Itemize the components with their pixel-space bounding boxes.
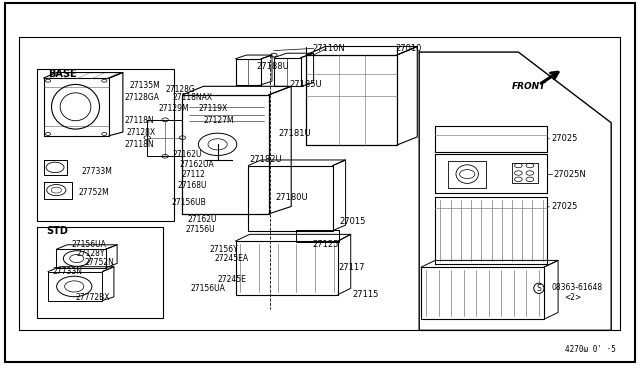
Text: 27110N: 27110N <box>312 44 345 53</box>
Text: 27182U: 27182U <box>250 155 282 164</box>
Text: 27156UA: 27156UA <box>191 284 225 293</box>
Text: 27125: 27125 <box>312 240 339 249</box>
Text: 27185U: 27185U <box>289 80 322 89</box>
Text: 27156U: 27156U <box>186 225 215 234</box>
Text: 27025: 27025 <box>552 134 578 143</box>
Text: 27245E: 27245E <box>218 275 246 283</box>
Text: 27118N: 27118N <box>125 140 154 149</box>
Bar <box>37 69 174 221</box>
Text: 27752N: 27752N <box>84 258 115 267</box>
Text: 27245EA: 27245EA <box>214 254 248 263</box>
Text: 27119X: 27119X <box>198 104 228 113</box>
Text: 27128X: 27128X <box>127 128 156 137</box>
Text: 27733M: 27733M <box>82 167 113 176</box>
Text: 27112: 27112 <box>181 170 205 179</box>
Text: 27733N: 27733N <box>52 267 83 276</box>
Text: 27181U: 27181U <box>278 129 311 138</box>
Text: 27162U: 27162U <box>173 150 202 159</box>
Text: 08363-61648: 08363-61648 <box>552 283 603 292</box>
Text: 4270ω 0' ·5: 4270ω 0' ·5 <box>565 345 616 354</box>
Text: 27010: 27010 <box>396 44 422 53</box>
Text: 27115: 27115 <box>352 290 378 299</box>
Text: 27127M: 27127M <box>204 116 234 125</box>
Text: 27025N: 27025N <box>554 170 586 179</box>
Text: 27156Y: 27156Y <box>210 245 239 254</box>
Bar <box>19 37 620 330</box>
Text: 27168U: 27168U <box>178 181 207 190</box>
Text: 27156UB: 27156UB <box>172 198 206 207</box>
Text: <2>: <2> <box>564 293 582 302</box>
Text: 27015: 27015 <box>339 217 365 226</box>
Text: 27156UA: 27156UA <box>72 240 106 249</box>
Text: 27117: 27117 <box>338 263 364 272</box>
Text: BASE: BASE <box>48 69 77 78</box>
Text: 27118N: 27118N <box>125 116 154 125</box>
Text: S: S <box>536 284 541 293</box>
Text: FRONT: FRONT <box>512 82 547 91</box>
Text: 27180U: 27180U <box>275 193 308 202</box>
Text: 27129M: 27129M <box>159 104 189 113</box>
Text: STD: STD <box>46 227 68 236</box>
Text: 27128Y: 27128Y <box>77 249 106 258</box>
Bar <box>37 227 163 318</box>
Text: 27135M: 27135M <box>129 81 160 90</box>
Text: 27752M: 27752M <box>78 188 109 197</box>
Text: 27162UA: 27162UA <box>179 160 214 169</box>
Text: 27162U: 27162U <box>188 215 217 224</box>
Text: 27772BX: 27772BX <box>76 293 110 302</box>
Text: 27128GA: 27128GA <box>125 93 160 102</box>
Text: 27188U: 27188U <box>256 62 289 71</box>
Text: 27025: 27025 <box>552 202 578 211</box>
Text: 27128G: 27128G <box>165 85 195 94</box>
Text: 27118NAX: 27118NAX <box>173 93 213 102</box>
